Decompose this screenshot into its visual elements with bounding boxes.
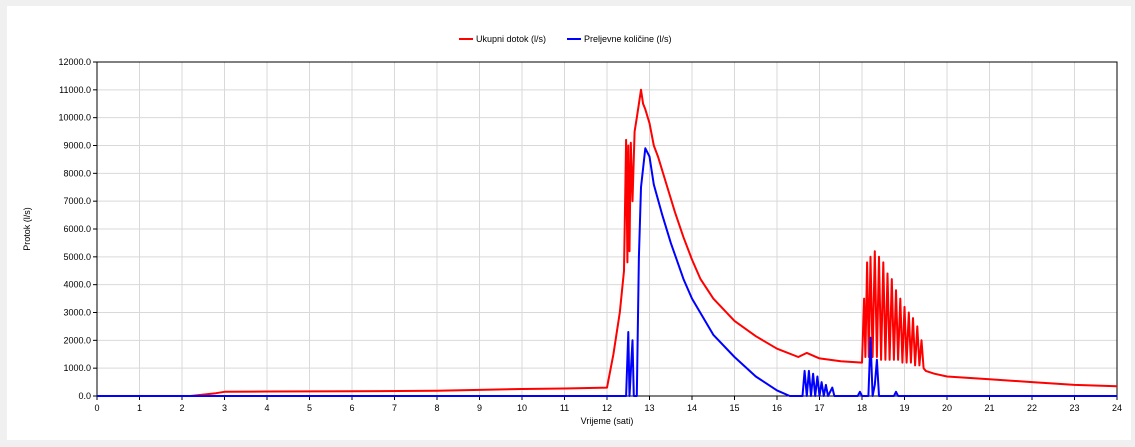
- x-tick-label: 0: [94, 403, 99, 413]
- x-tick-label: 12: [602, 403, 612, 413]
- x-tick-label: 9: [477, 403, 482, 413]
- x-tick-label: 5: [307, 403, 312, 413]
- y-tick-label: 10000.0: [58, 113, 91, 123]
- series-layer: [97, 88, 1118, 397]
- x-tick-label: 14: [687, 403, 697, 413]
- x-tick-label: 3: [222, 403, 227, 413]
- y-tick-label: 9000.0: [63, 141, 91, 151]
- y-axis-title: Protok (l/s): [22, 207, 32, 251]
- line-chart: Ukupni dotok (l/s) Preljevne količine (l/…: [22, 34, 1122, 426]
- x-tick-label: 7: [392, 403, 397, 413]
- y-tick-label: 7000.0: [63, 196, 91, 206]
- x-tick-label: 16: [772, 403, 782, 413]
- x-tick-label: 15: [729, 403, 739, 413]
- y-tick-label: 0.0: [78, 391, 91, 401]
- x-tick-label: 6: [349, 403, 354, 413]
- y-tick-label: 2000.0: [63, 335, 91, 345]
- x-tick-label: 21: [984, 403, 994, 413]
- x-axis-ticks: 0 1 2 3 4 5 6 7 8 9 10 11 12 13 14 15 16 17 18 19 20 21 22 23 24: [94, 396, 1122, 413]
- x-tick-label: 18: [857, 403, 867, 413]
- y-tick-label: 11000.0: [59, 85, 91, 95]
- y-tick-label: 4000.0: [63, 280, 91, 290]
- series-line-1: [97, 88, 1118, 397]
- y-tick-label: 12000.0: [58, 57, 91, 67]
- y-tick-label: 5000.0: [63, 252, 91, 262]
- x-tick-label: 17: [814, 403, 824, 413]
- y-tick-label: 3000.0: [63, 308, 91, 318]
- y-tick-label: 1000.0: [63, 363, 91, 373]
- x-tick-label: 2: [179, 403, 184, 413]
- x-axis-title: Vrijeme (sati): [581, 416, 634, 426]
- series-line-2: [97, 147, 1117, 397]
- x-tick-label: 23: [1069, 403, 1079, 413]
- x-tick-label: 19: [899, 403, 909, 413]
- y-axis-ticks: 0.0 1000.0 2000.0 3000.0 4000.0 5000.0 6000.0 7…: [58, 57, 97, 401]
- chart-panel: Ukupni dotok (l/s) Preljevne količine (l/…: [7, 6, 1131, 440]
- y-tick-label: 6000.0: [63, 224, 91, 234]
- legend-label: Preljevne količine (l/s): [584, 34, 672, 44]
- legend-label: Ukupni dotok (l/s): [476, 34, 546, 44]
- y-tick-label: 8000.0: [63, 168, 91, 178]
- chart-legend: Ukupni dotok (l/s) Preljevne količine (l/…: [459, 34, 672, 44]
- x-tick-label: 20: [942, 403, 952, 413]
- x-tick-label: 24: [1112, 403, 1122, 413]
- chart-grid: [97, 62, 1117, 396]
- x-tick-label: 11: [560, 403, 569, 413]
- x-tick-label: 4: [264, 403, 269, 413]
- x-tick-label: 10: [517, 403, 527, 413]
- x-tick-label: 1: [137, 403, 142, 413]
- x-tick-label: 22: [1027, 403, 1037, 413]
- x-tick-label: 13: [644, 403, 654, 413]
- x-tick-label: 8: [434, 403, 439, 413]
